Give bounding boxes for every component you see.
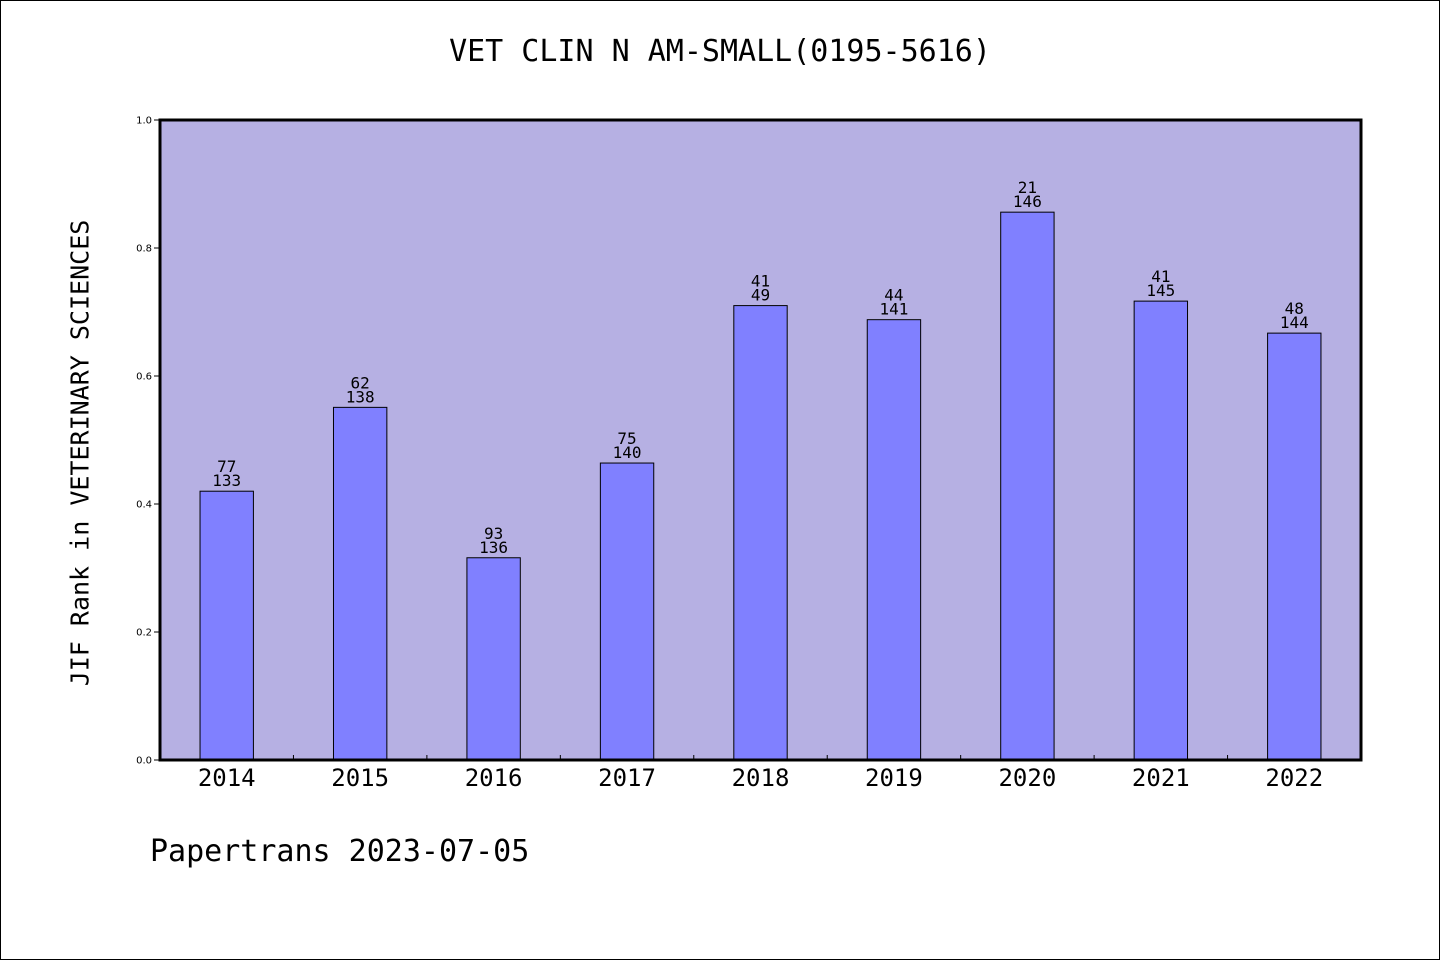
bar [1000,211,1055,761]
chart-title: VET CLIN N AM-SMALL(0195-5616) [449,34,991,69]
data-label-rank: 48 [1285,299,1304,318]
data-label-total: 49 [751,286,770,305]
x-tick-label: 2016 [465,764,523,792]
bar [332,406,388,761]
bar [466,557,521,761]
data-label-rank: 21 [1018,178,1037,197]
y-tick-label: 0.4 [136,500,152,511]
y-tick-label: 0.2 [136,628,152,639]
data-label-total: 141 [879,300,908,319]
x-tick-label: 2019 [865,764,923,792]
y-tick-label: 1.0 [136,116,152,127]
bar [1267,332,1322,761]
data-label-total: 146 [1013,192,1042,211]
bar [733,305,788,761]
data-label-total: 144 [1280,313,1309,332]
data-label-rank: 41 [751,272,770,291]
x-tick-label: 2015 [331,764,389,792]
data-label-rank: 75 [617,429,636,448]
data-label-rank: 93 [484,524,503,543]
bar [199,490,254,761]
data-label-total: 145 [1146,281,1175,300]
x-tick-label: 2018 [732,764,790,792]
data-label-rank: 62 [351,373,370,392]
x-tick-label: 2020 [998,764,1056,792]
plot-border [158,118,1363,762]
data-label-total: 138 [346,387,375,406]
x-tick-label: 2021 [1132,764,1190,792]
x-tick-label: 2014 [198,764,256,792]
y-tick-label: 0.6 [136,372,152,383]
data-label-rank: 44 [884,286,903,305]
y-tick-label: 0.0 [136,756,152,767]
data-label-rank: 41 [1151,267,1170,286]
data-label-total: 136 [479,538,508,557]
bar [599,462,655,761]
y-tick-label: 0.8 [136,244,152,255]
x-tick-label: 2022 [1265,764,1323,792]
footer-text: Papertrans 2023-07-05 [150,834,530,869]
bar [1133,300,1189,761]
x-tick-label: 2017 [598,764,656,792]
data-label-total: 133 [212,471,241,490]
data-label-rank: 77 [217,457,236,476]
bar [866,319,922,761]
data-label-total: 140 [613,443,642,462]
